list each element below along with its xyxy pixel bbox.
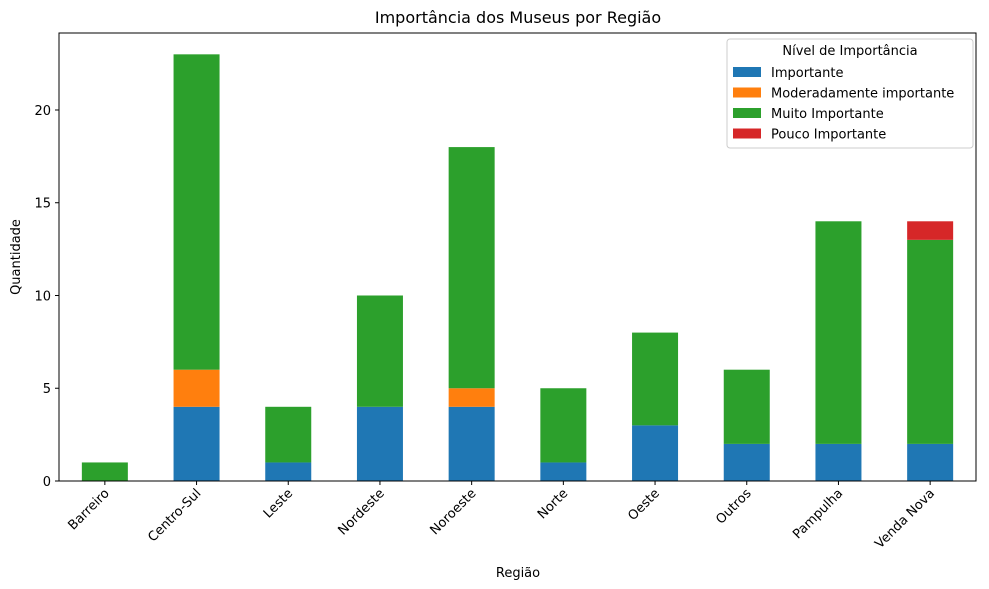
x-tick-label: Noroeste	[427, 486, 479, 538]
legend-swatch-pouco-importante	[733, 128, 761, 139]
y-tick-label: 15	[34, 197, 51, 212]
plot-frame	[58, 32, 977, 482]
legend-title: Nível de Importância	[782, 44, 917, 59]
x-tick-label: Centro-Sul	[145, 486, 204, 545]
bar-norte-muito-importante	[540, 388, 587, 463]
legend: Nível de Importância Importante Moderadam…	[726, 38, 974, 149]
bar-centro-sul-moderadamente-importante	[173, 369, 220, 407]
bar-noroeste-importante	[448, 406, 495, 481]
y-axis-ticks: 0 5 10 15 20	[34, 104, 59, 490]
x-tick-label: Barreiro	[66, 486, 113, 533]
y-tick-label: 5	[43, 382, 51, 397]
bar-venda-nova-importante	[907, 443, 954, 481]
x-tick-label: Nordeste	[336, 486, 388, 538]
x-tick-label: Leste	[261, 486, 296, 521]
bar-oeste-importante	[632, 425, 679, 481]
legend-box	[726, 38, 974, 149]
bar-venda-nova-pouco-importante	[907, 221, 954, 240]
x-tick-label: Oeste	[625, 486, 663, 524]
bar-noroeste-moderadamente-importante	[448, 388, 495, 407]
legend-swatch-moderadamente-importante	[733, 87, 761, 98]
bar-centro-sul-importante	[173, 406, 220, 481]
y-tick-label: 10	[34, 289, 51, 304]
legend-label-pouco-importante: Pouco Importante	[771, 128, 886, 143]
bar-pampulha-muito-importante	[815, 221, 862, 444]
legend-label-importante: Importante	[771, 66, 843, 81]
y-tick-label: 20	[34, 104, 51, 119]
bar-outros-muito-importante	[723, 369, 770, 444]
bar-oeste-muito-importante	[632, 332, 679, 426]
bar-leste-importante	[265, 462, 312, 481]
chart-title: Importância dos Museus por Região	[375, 8, 661, 27]
x-tick-label: Outros	[713, 486, 754, 527]
x-tick-label: Venda Nova	[872, 486, 938, 552]
legend-items: Importante Moderadamente importante Muito …	[733, 66, 954, 143]
bar-centro-sul-muito-importante	[173, 54, 220, 370]
bar-pampulha-importante	[815, 443, 862, 481]
y-tick-label: 0	[43, 475, 51, 490]
bar-nordeste-muito-importante	[356, 295, 403, 407]
bars-group	[81, 54, 954, 481]
bar-norte-importante	[540, 462, 587, 481]
y-axis-title: Quantidade	[9, 219, 24, 295]
bar-venda-nova-muito-importante	[907, 239, 954, 444]
bar-leste-muito-importante	[265, 406, 312, 463]
x-axis-title: Região	[496, 566, 540, 581]
x-axis-ticks: Barreiro Centro-Sul Leste Nordeste Noroeste N…	[66, 481, 938, 552]
legend-swatch-muito-importante	[733, 108, 761, 118]
bar-barreiro-muito-importante	[81, 462, 128, 481]
legend-swatch-importante	[733, 67, 761, 77]
legend-label-moderadamente-importante: Moderadamente importante	[771, 87, 954, 102]
bar-nordeste-importante	[356, 406, 403, 481]
x-tick-label: Norte	[535, 486, 571, 522]
legend-label-muito-importante: Muito Importante	[771, 107, 884, 122]
bar-noroeste-muito-importante	[448, 147, 495, 389]
x-tick-label: Pampulha	[790, 486, 846, 542]
bar-outros-importante	[723, 443, 770, 481]
